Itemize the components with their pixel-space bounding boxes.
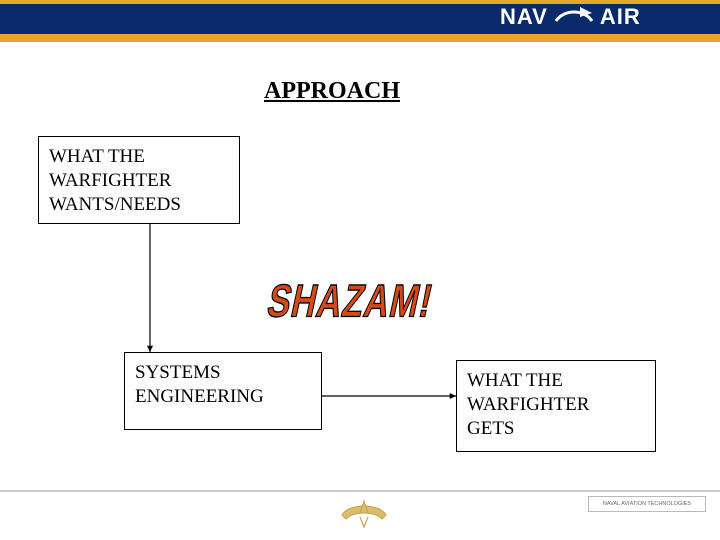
wordart-shazam: SHAZAM! bbox=[263, 276, 438, 329]
footer-small-logo: NAVAL AVIATION TECHNOLOGIES bbox=[588, 496, 706, 512]
arrows-layer bbox=[0, 0, 720, 540]
footer-small-logo-text: NAVAL AVIATION TECHNOLOGIES bbox=[603, 501, 691, 507]
footer-crest-icon bbox=[340, 495, 388, 529]
footer-rule bbox=[0, 490, 720, 492]
slide: NAV AIR APPROACH WHAT THEWARFIGHTERWANTS… bbox=[0, 0, 720, 540]
